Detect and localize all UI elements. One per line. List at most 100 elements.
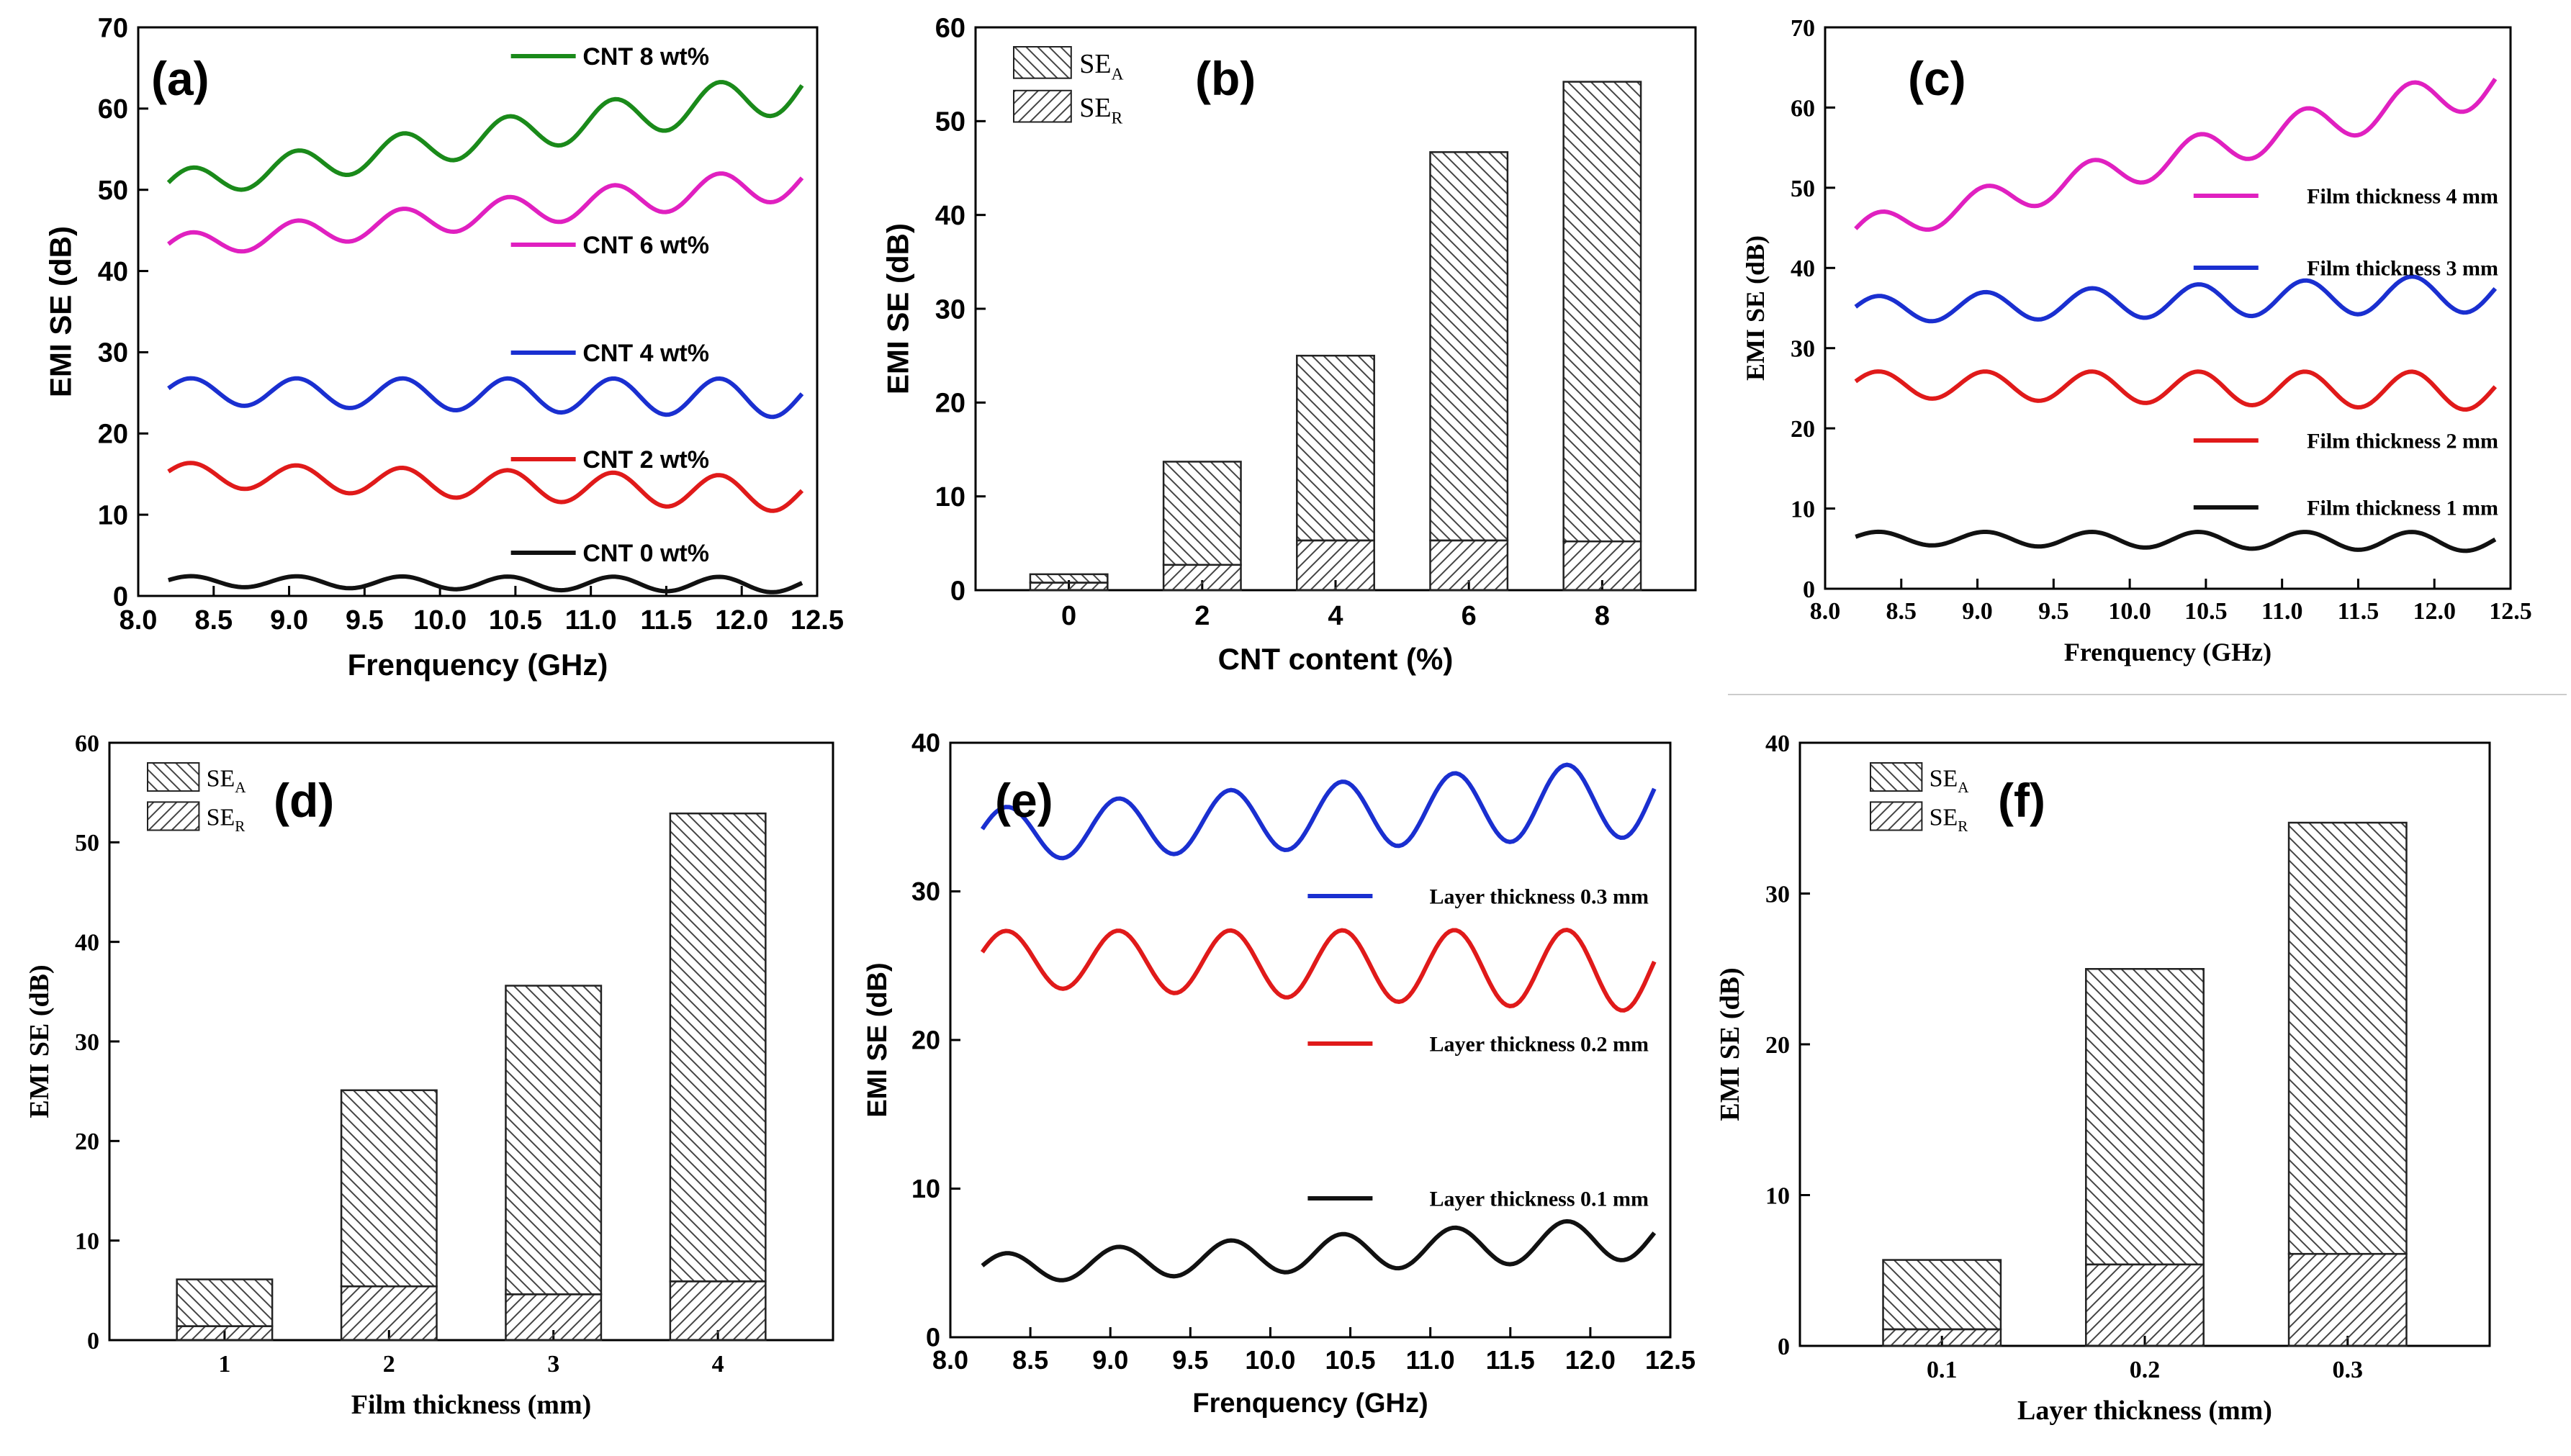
x-tick-label: 0.2 [2130,1357,2161,1383]
legend-label: SER [207,805,246,836]
x-axis-title: Frenquency (GHz) [348,648,608,682]
chart-panel-a: 0 10 20 30 40 50 60 70 8.0 8.5 9.0 9.5 10.0 10.5 11.0 1… [43,13,844,682]
bar-sea [1029,573,1109,584]
x-axis-title: Film thickness (mm) [351,1390,592,1420]
series-line [166,80,804,192]
legend-entry: Layer thickness 0.1 mm [1307,1188,1649,1211]
x-tick-label: 12.0 [1565,1345,1616,1375]
x-axis-title: Layer thickness (mm) [2017,1396,2272,1426]
x-tick-label: 8.5 [194,605,233,636]
legend-entry: Film thickness 2 mm [2193,430,2498,453]
y-tick-label: 10 [1791,496,1815,523]
series-line [168,574,803,594]
legend-label: Film thickness 3 mm [2307,257,2498,281]
y-tick-label: 70 [98,13,128,43]
y-axis-title: EMI SE (dB) [1715,967,1745,1121]
bar-sea [2085,968,2205,1266]
legend-entry: SEA [1870,762,1969,796]
y-tick-label: 40 [935,201,965,231]
y-axis-title: EMI SE (dB) [881,223,914,394]
legend-label: SER [1079,93,1122,128]
legend-swatch [1013,46,1072,79]
bar-ser [2287,1252,2408,1347]
y-tick-label: 40 [75,930,99,957]
bar-sea [1429,151,1509,542]
legend-entry: Layer thickness 0.3 mm [1307,885,1649,909]
bar-ser [1296,539,1375,592]
x-axis-title: Frenquency (GHz) [2064,638,2271,666]
y-tick-label: 20 [1791,416,1815,443]
legend-entry: CNT 8 wt% [510,43,709,71]
x-tick-label: 10.5 [2184,598,2228,625]
x-tick-label: 9.5 [2038,598,2069,625]
legend-entry: Layer thickness 0.2 mm [1307,1033,1649,1057]
legend-entry: CNT 2 wt% [510,446,709,474]
chart-panel-e: 0 10 20 30 40 8.0 8.5 9.0 9.5 10.0 10.5 11.0 11.5 12.… [863,728,1696,1419]
x-tick-label: 0.1 [1927,1357,1958,1383]
bar-ser [505,1293,603,1342]
x-tick-label: 8.0 [1810,598,1841,625]
y-tick-label: 10 [98,500,128,530]
y-tick-label: 10 [75,1229,99,1255]
bar-ser [340,1285,438,1342]
panel-label: (f) [1998,774,2045,827]
y-tick-label: 0 [1778,1334,1790,1360]
series-line [1854,274,2498,324]
bar-sea [505,985,603,1296]
legend-label: CNT 4 wt% [582,340,709,367]
series-line [167,461,804,513]
series-line [167,171,804,254]
bar-sea [1296,354,1375,542]
legend-swatch [147,762,200,792]
legend-entry: CNT 4 wt% [510,340,709,367]
y-tick-label: 50 [935,107,965,137]
y-tick-label: 30 [911,877,940,906]
x-tick-label: 0.3 [2333,1357,2364,1383]
legend-entry: SER [1013,89,1123,128]
bar-sea [1562,81,1642,543]
y-tick-label: 30 [1765,881,1790,908]
x-tick-label: 11.0 [565,605,617,636]
x-tick-label: 10.0 [2108,598,2151,625]
legend-label: Layer thickness 0.1 mm [1430,1188,1649,1211]
legend-swatch [147,801,200,831]
panel-label: (a) [151,52,210,105]
x-axis-title: CNT content (%) [1218,642,1454,676]
legend-label: SEA [1079,49,1123,84]
y-tick-label: 20 [911,1026,940,1055]
bar-ser [669,1280,767,1342]
panel-label: (d) [274,774,334,827]
y-axis-title: EMI SE (dB) [24,964,55,1118]
x-tick-label: 0 [1061,601,1076,631]
x-tick-label: 11.0 [2261,598,2303,625]
plot-frame [137,26,819,597]
legend-label: Film thickness 1 mm [2307,497,2498,520]
y-tick-label: 40 [911,728,940,758]
legend-entry: CNT 0 wt% [510,540,709,567]
y-tick-label: 20 [935,389,965,419]
legend-label: SER [1930,805,1969,836]
plot-frame [1824,26,2512,590]
panel-label: (c) [1908,52,1966,105]
legend-label: CNT 8 wt% [582,43,709,71]
y-tick-label: 40 [98,257,128,287]
y-tick-label: 60 [1791,95,1815,122]
x-tick-label: 8.0 [932,1345,968,1375]
y-tick-label: 0 [113,582,128,612]
y-tick-label: 30 [75,1029,99,1056]
x-tick-label: 10.0 [413,605,467,636]
series-line [981,1218,1657,1283]
x-tick-label: 8.5 [1886,598,1917,625]
x-tick-label: 12.0 [2413,598,2456,625]
legend-entry: SER [1870,801,1969,836]
chart-panel-d: 0 10 20 30 40 50 60 1 2 3 4 SEA SER Film thickness (m… [24,731,834,1420]
x-tick-label: 8 [1595,601,1610,631]
legend-label: Layer thickness 0.2 mm [1430,1033,1649,1057]
panel-label: (b) [1195,52,1256,105]
chart-panel-c: 0 10 20 30 40 50 60 70 8.0 8.5 9.0 9.5 10.0 10.5 11.0 1… [1741,15,2532,666]
y-tick-label: 50 [75,830,99,856]
bar-sea [340,1089,438,1288]
y-tick-label: 60 [75,731,99,757]
x-tick-label: 11.0 [1406,1345,1455,1375]
